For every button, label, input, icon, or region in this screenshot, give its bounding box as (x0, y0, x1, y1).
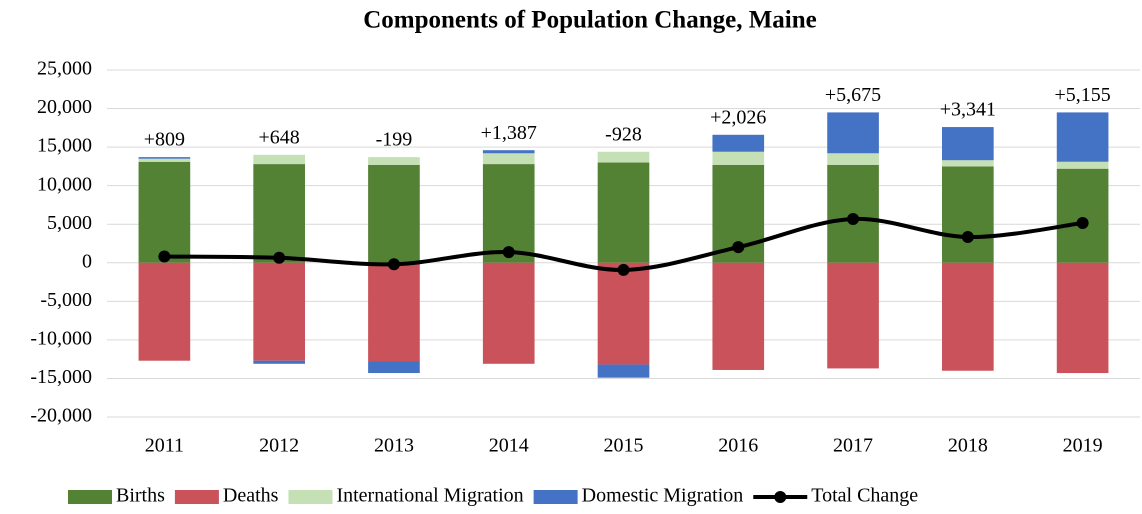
bar (827, 153, 879, 165)
bar (368, 164, 420, 263)
bar (368, 157, 420, 165)
x-tick-label: 2013 (374, 435, 414, 457)
y-tick-label: -10,000 (30, 327, 92, 349)
legend-label: Total Change (811, 485, 918, 507)
bar (253, 360, 305, 364)
bar (368, 262, 420, 362)
bar (1056, 262, 1109, 374)
data-label: -928 (605, 123, 642, 145)
data-label: -199 (376, 129, 413, 151)
bar (942, 166, 994, 263)
x-tick-label: 2011 (145, 435, 184, 457)
bar (253, 154, 305, 165)
bar (1056, 161, 1109, 169)
bar (1056, 168, 1109, 263)
bar (942, 262, 994, 371)
data-label: +648 (259, 126, 300, 148)
bar (138, 262, 191, 361)
marker (502, 246, 515, 259)
y-tick-label: 25,000 (37, 58, 92, 80)
data-label: +5,155 (1054, 84, 1110, 106)
data-label: +3,341 (940, 99, 996, 121)
x-tick-label: 2012 (259, 435, 299, 457)
x-tick-label: 2014 (489, 435, 529, 457)
y-tick-label: -15,000 (30, 366, 92, 388)
bar (482, 150, 535, 154)
y-tick-label: -5,000 (40, 289, 92, 311)
bar (712, 151, 765, 165)
bar (827, 262, 879, 369)
marker (158, 250, 171, 263)
bar (138, 161, 191, 263)
bar (712, 262, 765, 370)
marker (961, 231, 974, 244)
legend-swatch (68, 490, 112, 504)
bar (482, 262, 535, 364)
y-tick-label: 10,000 (37, 173, 92, 195)
x-tick-label: 2015 (604, 435, 644, 457)
legend-swatch (533, 490, 578, 504)
legend-label: Deaths (223, 485, 279, 507)
marker (732, 241, 745, 254)
y-tick-label: 20,000 (37, 96, 92, 118)
data-label: +5,675 (825, 84, 881, 106)
x-tick-label: 2016 (718, 435, 758, 457)
bar (597, 151, 650, 163)
x-tick-label: 2018 (948, 435, 988, 457)
y-tick-label: -20,000 (30, 405, 92, 427)
x-tick-label: 2017 (833, 435, 873, 457)
bar (712, 134, 765, 152)
marker (1076, 217, 1089, 230)
marker (847, 213, 860, 226)
data-label: +2,026 (710, 106, 766, 128)
y-tick-label: 15,000 (37, 135, 92, 157)
bar (253, 164, 305, 263)
bar (368, 361, 420, 374)
bar (482, 153, 535, 165)
legend-swatch (174, 490, 219, 504)
bar (597, 364, 650, 378)
bar (138, 157, 191, 159)
marker (617, 263, 630, 276)
bar (597, 262, 650, 365)
y-tick-label: 5,000 (47, 212, 92, 234)
bar (942, 127, 994, 161)
bar (597, 162, 650, 263)
data-label: +809 (144, 129, 185, 151)
legend-swatch (774, 491, 787, 503)
bar (942, 160, 994, 167)
marker (273, 251, 286, 264)
y-tick-label: 0 (82, 250, 92, 272)
bar (253, 262, 305, 361)
x-tick-label: 2019 (1063, 435, 1103, 457)
marker (387, 258, 400, 271)
legend-label: International Migration (336, 485, 523, 507)
bar (1056, 112, 1109, 162)
legend-swatch (288, 490, 333, 504)
data-label: +1,387 (481, 122, 537, 144)
bar (138, 158, 191, 162)
chart-title: Components of Population Change, Maine (363, 7, 817, 34)
legend-label: Births (116, 485, 165, 507)
bar (827, 112, 879, 154)
legend-label: Domestic Migration (582, 485, 744, 507)
